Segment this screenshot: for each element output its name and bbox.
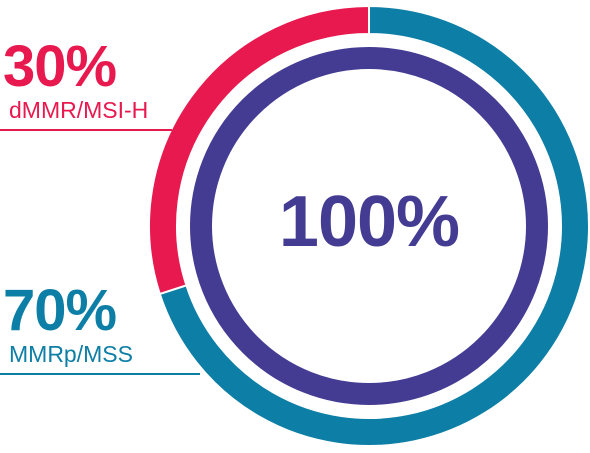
slice-leader-line-dmmr — [0, 129, 172, 131]
slice-value-label-mmrp: 70% — [3, 278, 117, 343]
slice-value-label-dmmr: 30% — [3, 34, 117, 99]
donut-slice-dmmr-msi-h — [148, 4, 370, 296]
donut-slice-mmrp-mss — [158, 4, 590, 447]
donut-slices — [148, 4, 590, 447]
center-total-label: 100% — [278, 182, 460, 262]
slice-category-label-dmmr: dMMR/MSI-H — [9, 97, 149, 123]
inner-ring — [190, 47, 548, 405]
slice-leader-line-mmrp — [0, 373, 200, 375]
slice-category-label-mmrp: MMRp/MSS — [9, 341, 133, 367]
